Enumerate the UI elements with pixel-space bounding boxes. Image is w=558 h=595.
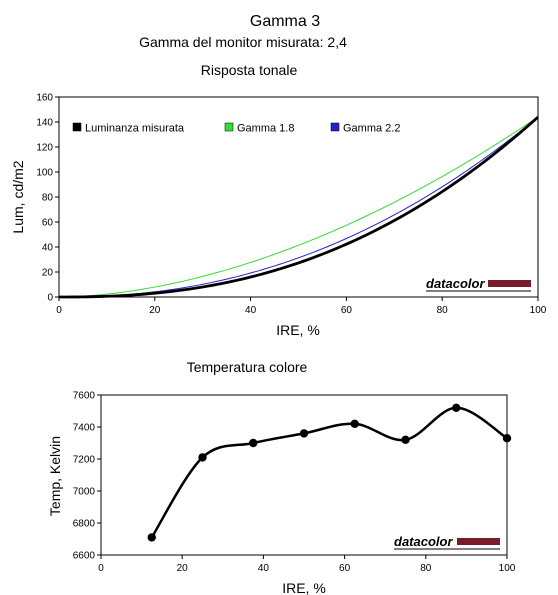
color-temperature-plot-area <box>100 394 508 556</box>
legend-swatch-0 <box>72 122 82 132</box>
tonal-y-tick-label: 40 <box>42 243 54 254</box>
tonal-x-tick-label: 80 <box>437 305 449 316</box>
temperature-y-tick-label: 7200 <box>73 455 96 466</box>
temperature-point <box>249 438 258 448</box>
tonal-response-legend: Luminanza misurata Gamma 1.8 Gamma 2.2 <box>72 122 400 135</box>
tonal-response-y-label: Lum, cd/m2 <box>10 160 26 233</box>
datacolor-logo: datacolor <box>426 276 531 292</box>
series-line-1 <box>58 116 539 298</box>
tonal-y-tick-label: 140 <box>36 118 53 129</box>
legend-label-1: Gamma 1.8 <box>237 123 294 135</box>
temperature-x-tick-label: 0 <box>98 563 104 574</box>
tonal-x-tick-label: 20 <box>149 305 161 316</box>
tonal-x-tick-label: 0 <box>56 305 62 316</box>
temperature-x-tick-label: 60 <box>339 563 351 574</box>
legend-label-2: Gamma 2.2 <box>343 123 400 135</box>
color-temperature-series <box>147 403 512 542</box>
tonal-response-x-label: IRE, % <box>276 322 320 338</box>
temperature-y-tick-label: 7400 <box>73 423 96 434</box>
page-subtitle: Gamma del monitor misurata: 2,4 <box>139 34 347 50</box>
temperature-y-tick-label: 6600 <box>73 551 96 562</box>
color-temperature-title: Temperatura colore <box>187 359 308 375</box>
datacolor-logo-bar <box>488 280 531 287</box>
tonal-y-tick-label: 0 <box>47 293 53 304</box>
temperature-x-tick-label: 80 <box>420 563 432 574</box>
color-temperature-chart: Temperatura colore 0 20 40 60 80 100 6600 6800 7… <box>47 359 516 595</box>
tonal-y-tick-label: 60 <box>42 218 54 229</box>
temperature-point <box>147 533 156 542</box>
datacolor-logo-text: datacolor <box>426 276 485 291</box>
tonal-x-tick-label: 60 <box>341 305 353 316</box>
page-title: Gamma 3 <box>250 13 320 30</box>
legend-swatch-2 <box>330 122 340 132</box>
tonal-y-tick-label: 80 <box>42 193 54 204</box>
temperature-y-tick-label: 7600 <box>73 391 96 402</box>
tonal-y-tick-label: 120 <box>36 143 53 154</box>
temperature-point <box>401 435 410 444</box>
tonal-response-series <box>58 115 539 299</box>
temperature-y-tick-label: 7000 <box>73 487 96 498</box>
temperature-x-tick-label: 20 <box>177 563 189 574</box>
temperature-point <box>299 429 309 438</box>
tonal-response-axes: 0 20 40 60 80 100 0 20 40 60 80 100 120 140 160 <box>36 93 546 317</box>
color-temperature-x-label: IRE, % <box>282 580 326 595</box>
tonal-y-tick-label: 100 <box>36 168 53 179</box>
temperature-x-tick-label: 100 <box>499 563 516 574</box>
legend-swatch-1 <box>224 122 234 132</box>
temperature-point <box>502 434 512 443</box>
tonal-x-tick-label: 40 <box>245 305 257 316</box>
color-temperature-axes: 0 20 40 60 80 100 6600 6800 7000 7200 7400 7600 <box>73 391 516 575</box>
tonal-x-tick-label: 100 <box>530 305 547 316</box>
datacolor-logo-text-2: datacolor <box>394 534 453 549</box>
tonal-response-title: Risposta tonale <box>201 62 298 78</box>
datacolor-logo-2: datacolor <box>394 534 500 550</box>
temperature-point <box>452 403 461 412</box>
color-temperature-y-label: Temp, Kelvin <box>47 436 63 516</box>
legend-label-0: Luminanza misurata <box>85 123 185 135</box>
tonal-y-tick-label: 20 <box>42 268 54 279</box>
temperature-point <box>198 453 207 462</box>
tonal-y-tick-label: 160 <box>36 93 53 104</box>
series-line-0 <box>59 115 539 299</box>
datacolor-logo-bar-2 <box>457 538 500 545</box>
temperature-y-tick-label: 6800 <box>73 519 96 530</box>
tonal-response-chart: Risposta tonale 0 20 40 60 80 100 0 20 40 60 80 100… <box>10 62 547 338</box>
temperature-point <box>350 419 359 428</box>
temperature-x-tick-label: 40 <box>258 563 270 574</box>
